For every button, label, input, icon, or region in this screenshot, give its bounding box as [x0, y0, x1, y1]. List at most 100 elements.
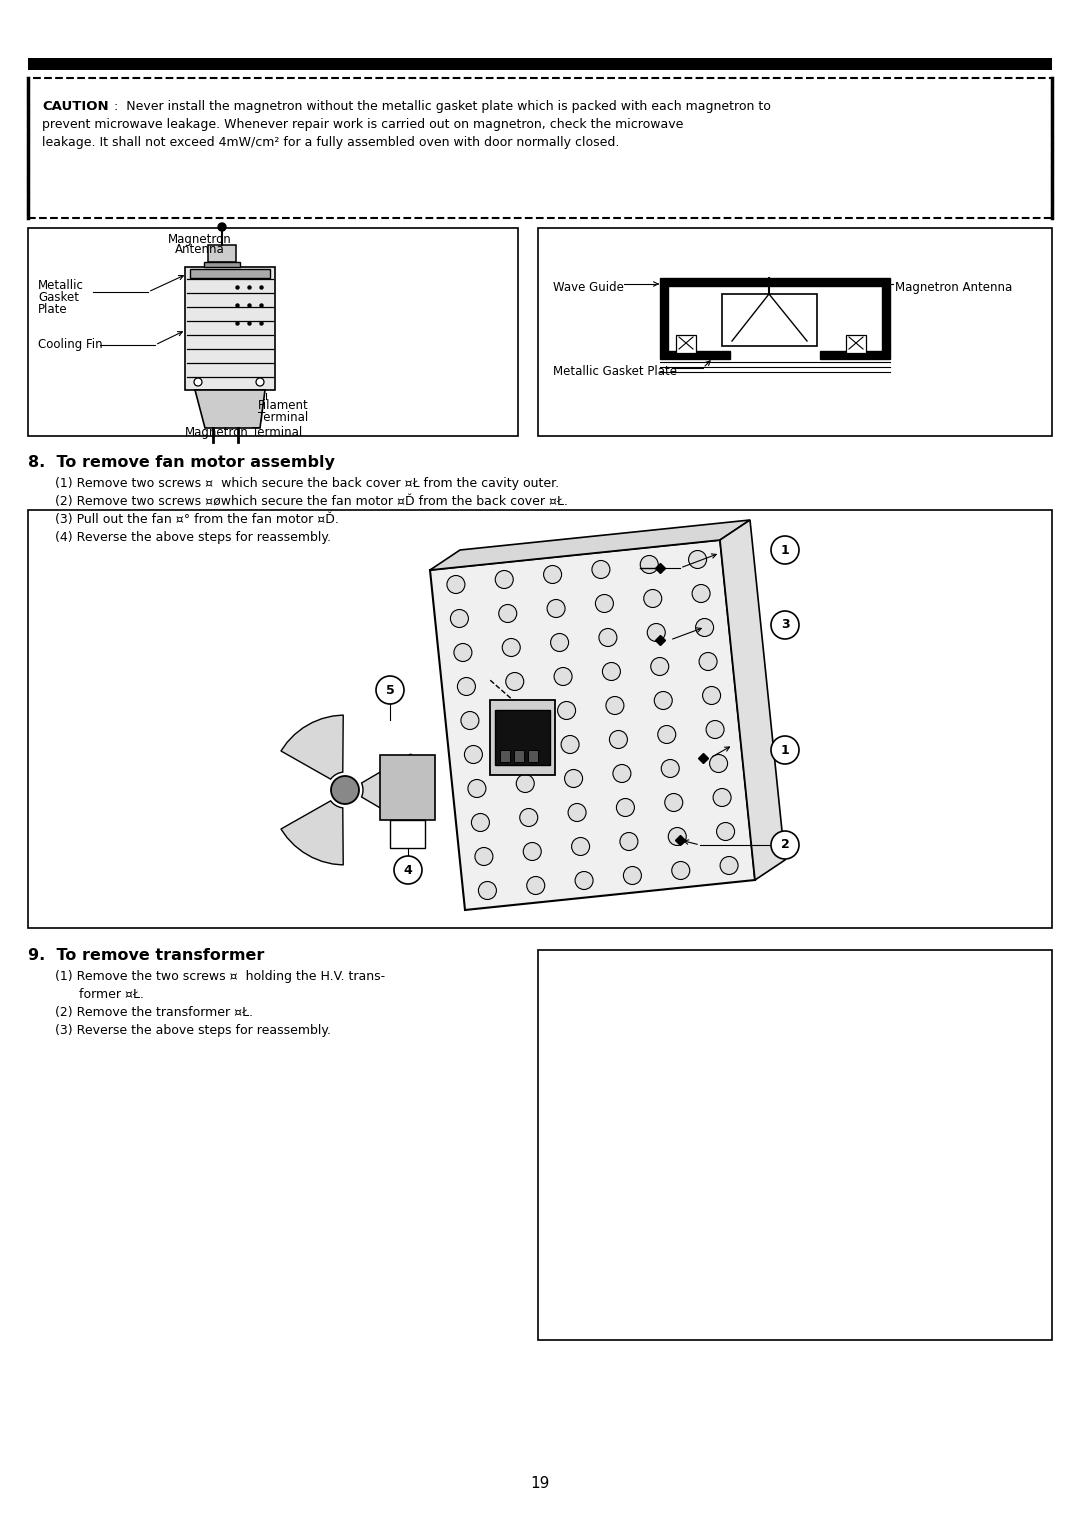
Text: Filament: Filament	[258, 399, 309, 413]
Text: 19: 19	[530, 1476, 550, 1491]
Circle shape	[510, 706, 527, 724]
Polygon shape	[281, 801, 343, 865]
Text: Antenna: Antenna	[175, 243, 225, 257]
Circle shape	[568, 804, 586, 822]
Polygon shape	[195, 390, 265, 428]
Bar	[490, 700, 555, 775]
Circle shape	[571, 837, 590, 856]
Text: Terminal: Terminal	[252, 426, 302, 439]
Bar	[208, 244, 237, 261]
Circle shape	[710, 755, 728, 773]
Circle shape	[692, 585, 710, 602]
Bar	[660, 278, 890, 286]
Bar	[820, 351, 890, 359]
Text: :  Never install the magnetron without the metallic gasket plate which is packed: : Never install the magnetron without th…	[110, 99, 771, 113]
Circle shape	[606, 697, 624, 715]
Text: 1: 1	[781, 744, 789, 756]
Circle shape	[771, 831, 799, 859]
Text: (4) Reverse the above steps for reassembly.: (4) Reverse the above steps for reassemb…	[55, 532, 330, 544]
Text: Magnetron: Magnetron	[168, 232, 232, 246]
Circle shape	[256, 270, 264, 280]
Text: Gasket: Gasket	[38, 290, 79, 304]
Circle shape	[543, 565, 562, 584]
Circle shape	[592, 561, 610, 579]
Circle shape	[603, 663, 620, 680]
Circle shape	[330, 776, 359, 804]
Circle shape	[557, 701, 576, 720]
Circle shape	[651, 657, 669, 675]
Bar	[500, 750, 510, 762]
Circle shape	[519, 808, 538, 827]
Bar	[28, 228, 518, 435]
Circle shape	[703, 686, 720, 704]
Circle shape	[599, 628, 617, 646]
Circle shape	[699, 652, 717, 671]
Text: Plate: Plate	[38, 303, 68, 316]
Text: 4: 4	[404, 863, 413, 877]
Circle shape	[609, 730, 627, 749]
Circle shape	[669, 828, 686, 845]
Circle shape	[623, 866, 642, 885]
Bar	[882, 286, 890, 351]
Bar	[28, 58, 1052, 70]
Circle shape	[689, 550, 706, 568]
Circle shape	[595, 594, 613, 613]
Text: 2: 2	[781, 839, 789, 851]
Circle shape	[620, 833, 638, 851]
Bar	[538, 950, 1052, 1340]
Circle shape	[394, 856, 422, 885]
Circle shape	[450, 610, 469, 628]
Bar	[723, 293, 816, 345]
Bar	[204, 261, 240, 267]
Circle shape	[499, 605, 516, 622]
Circle shape	[672, 862, 690, 880]
Circle shape	[562, 735, 579, 753]
Circle shape	[565, 770, 582, 787]
Text: former ¤Ł.: former ¤Ł.	[55, 989, 144, 1001]
Bar	[660, 351, 730, 359]
Text: (2) Remove two screws ¤øwhich secure the fan motor ¤Ď from the back cover ¤Ł.: (2) Remove two screws ¤øwhich secure the…	[55, 495, 568, 507]
Circle shape	[454, 643, 472, 662]
Circle shape	[551, 634, 568, 651]
Text: Magnetron: Magnetron	[185, 426, 248, 439]
Text: (1) Remove the two screws ¤  holding the H.V. trans-: (1) Remove the two screws ¤ holding the …	[55, 970, 386, 983]
Circle shape	[523, 842, 541, 860]
Polygon shape	[281, 715, 343, 779]
Circle shape	[516, 775, 535, 793]
Bar	[495, 711, 550, 766]
Circle shape	[665, 793, 683, 811]
Text: 3: 3	[781, 619, 789, 631]
Circle shape	[706, 721, 724, 738]
Circle shape	[640, 556, 658, 573]
Text: leakage. It shall not exceed 4mW/cm² for a fully assembled oven with door normal: leakage. It shall not exceed 4mW/cm² for…	[42, 136, 619, 150]
Text: CAUTION: CAUTION	[42, 99, 109, 113]
Polygon shape	[430, 520, 750, 570]
Circle shape	[194, 377, 202, 387]
Circle shape	[458, 677, 475, 695]
Bar	[660, 286, 669, 351]
Text: Metallic: Metallic	[38, 280, 84, 292]
Circle shape	[554, 668, 572, 686]
Circle shape	[771, 736, 799, 764]
Text: 1: 1	[781, 544, 789, 556]
Text: 5: 5	[386, 683, 394, 697]
Text: (1) Remove two screws ¤  which secure the back cover ¤Ł from the cavity outer.: (1) Remove two screws ¤ which secure the…	[55, 477, 559, 490]
Polygon shape	[430, 539, 755, 911]
Circle shape	[717, 822, 734, 840]
Circle shape	[376, 675, 404, 704]
Circle shape	[771, 536, 799, 564]
Circle shape	[218, 223, 226, 231]
Circle shape	[548, 599, 565, 617]
Circle shape	[617, 799, 634, 816]
Text: Metallic Gasket Plate: Metallic Gasket Plate	[553, 365, 677, 377]
Circle shape	[661, 759, 679, 778]
Circle shape	[505, 672, 524, 691]
Circle shape	[478, 882, 497, 900]
Text: (3) Pull out the fan ¤° from the fan motor ¤Ď.: (3) Pull out the fan ¤° from the fan mot…	[55, 513, 339, 526]
Circle shape	[468, 779, 486, 798]
Circle shape	[658, 726, 676, 744]
Polygon shape	[720, 520, 785, 880]
Bar	[538, 228, 1052, 435]
Circle shape	[527, 877, 544, 894]
Text: Cooling Fin: Cooling Fin	[38, 338, 103, 351]
